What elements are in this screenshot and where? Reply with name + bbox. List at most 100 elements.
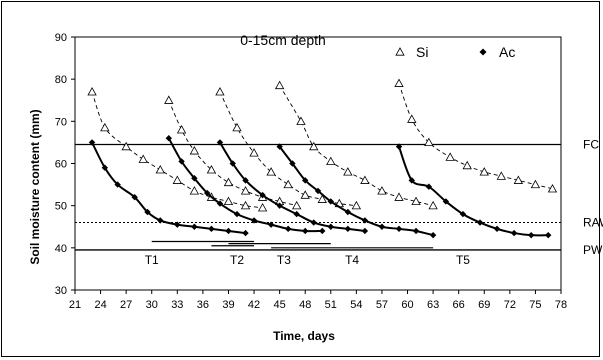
legend: Si Ac bbox=[395, 44, 515, 60]
series-ac-point bbox=[510, 229, 518, 237]
series-ac-point bbox=[302, 177, 309, 184]
y-tick-label: 60 bbox=[55, 159, 67, 171]
series-si-point bbox=[215, 86, 225, 96]
y-tick-label: 30 bbox=[55, 285, 67, 297]
series-ac-point bbox=[378, 223, 386, 230]
x-tick-label: 51 bbox=[325, 299, 337, 311]
y-tick-label: 50 bbox=[55, 201, 67, 213]
reference-label-fc: FC bbox=[583, 138, 599, 152]
series-ac-point bbox=[174, 221, 181, 228]
series-ac-point bbox=[144, 208, 151, 216]
x-tick-label: 45 bbox=[274, 299, 286, 311]
series-ac-point bbox=[412, 227, 420, 235]
series-si-point bbox=[257, 202, 268, 212]
y-tick-label: 90 bbox=[55, 32, 67, 44]
series-ac-point bbox=[242, 177, 249, 184]
series-si-point bbox=[100, 122, 110, 132]
series-si-point bbox=[223, 196, 234, 206]
series-si-point bbox=[530, 179, 541, 189]
period-label-t3: T3 bbox=[277, 253, 291, 267]
series-si-point bbox=[377, 186, 387, 195]
series-si-point bbox=[479, 167, 489, 176]
x-tick-label: 24 bbox=[94, 299, 106, 311]
period-label-t1: T1 bbox=[145, 253, 159, 267]
series-ac-point bbox=[216, 139, 224, 146]
series-ac-point bbox=[361, 227, 369, 235]
series-ac-point bbox=[250, 217, 258, 224]
series-ac-point bbox=[216, 200, 224, 207]
series-si-point bbox=[232, 122, 242, 132]
x-tick-label: 66 bbox=[453, 299, 465, 311]
x-tick-label: 69 bbox=[478, 299, 490, 311]
series-si-point bbox=[394, 192, 404, 201]
series-ac-point bbox=[361, 217, 369, 224]
series-si-point bbox=[176, 124, 187, 134]
series-ac-point bbox=[395, 143, 403, 150]
series-si-point bbox=[240, 186, 251, 195]
x-tick-label: 30 bbox=[146, 299, 158, 311]
reference-label-raw: RAW bbox=[583, 216, 603, 230]
series-ac-curve-1 bbox=[91, 141, 246, 235]
series-si-point bbox=[164, 95, 174, 104]
series-si-point bbox=[223, 177, 234, 187]
series-si-point bbox=[445, 152, 455, 161]
series-ac-point bbox=[310, 219, 317, 226]
series-ac-point bbox=[408, 177, 415, 184]
series-si-curve-5 bbox=[398, 83, 553, 190]
series-ac-point bbox=[395, 225, 403, 233]
series-si-point bbox=[300, 190, 310, 199]
series-ac-point bbox=[276, 202, 283, 209]
legend-label-ac: Ac bbox=[499, 44, 515, 60]
series-si-point bbox=[547, 183, 558, 193]
series-si-curve-2 bbox=[168, 100, 297, 207]
series-si-point bbox=[266, 167, 276, 176]
series-ac-point bbox=[203, 189, 211, 197]
x-axis-label: Time, days bbox=[273, 329, 335, 343]
series-si-curve-3 bbox=[219, 91, 357, 207]
x-tick-label: 72 bbox=[504, 299, 516, 311]
series-ac-point bbox=[319, 227, 326, 235]
series-ac-point bbox=[459, 210, 467, 218]
y-tick-label: 70 bbox=[55, 116, 67, 128]
series-ac-point bbox=[267, 221, 275, 228]
x-tick-label: 33 bbox=[171, 299, 183, 311]
series-ac-point bbox=[114, 181, 121, 188]
series-ac-point bbox=[545, 231, 552, 239]
series-si-point bbox=[189, 186, 200, 195]
series-ac-point bbox=[131, 194, 138, 201]
period-label-t2: T2 bbox=[230, 253, 244, 267]
series-ac-point bbox=[276, 143, 283, 150]
series-ac-point bbox=[88, 139, 96, 146]
y-axis-label: Soil moisture content (mm) bbox=[28, 109, 42, 264]
series-si-point bbox=[274, 80, 285, 90]
series-si-point bbox=[360, 175, 370, 184]
series-ac-point bbox=[225, 227, 232, 235]
series-ac-point bbox=[101, 164, 109, 171]
series-ac-point bbox=[344, 225, 352, 233]
x-tick-label: 63 bbox=[427, 299, 439, 311]
series-si-point bbox=[155, 165, 165, 174]
series-ac-point bbox=[208, 225, 215, 233]
series-si-point bbox=[283, 179, 293, 189]
series-ac-curve-3 bbox=[219, 141, 366, 232]
x-tick-label: 21 bbox=[69, 299, 81, 311]
series-si-point bbox=[189, 146, 200, 155]
series-si-point bbox=[240, 200, 251, 210]
series-si-point bbox=[343, 167, 353, 176]
series-si-point bbox=[428, 200, 438, 210]
series-si-point bbox=[309, 141, 319, 151]
x-tick-label: 78 bbox=[555, 299, 567, 311]
series-si-point bbox=[351, 200, 362, 210]
series-si-point bbox=[513, 175, 524, 184]
series-ac-point bbox=[302, 227, 309, 235]
series-ac-point bbox=[442, 198, 450, 205]
x-tick-label: 42 bbox=[248, 299, 260, 311]
series-ac-point bbox=[233, 210, 241, 218]
x-tick-label: 36 bbox=[197, 299, 209, 311]
reference-label-pwp: PWP bbox=[583, 243, 603, 257]
x-tick-label: 39 bbox=[222, 299, 234, 311]
series-si-point bbox=[172, 175, 182, 184]
series-si-point bbox=[292, 200, 302, 210]
plot-area: FC RAW PWP T1 T2 T3 T4 T5 bbox=[75, 78, 603, 267]
series-si-point bbox=[249, 148, 259, 157]
